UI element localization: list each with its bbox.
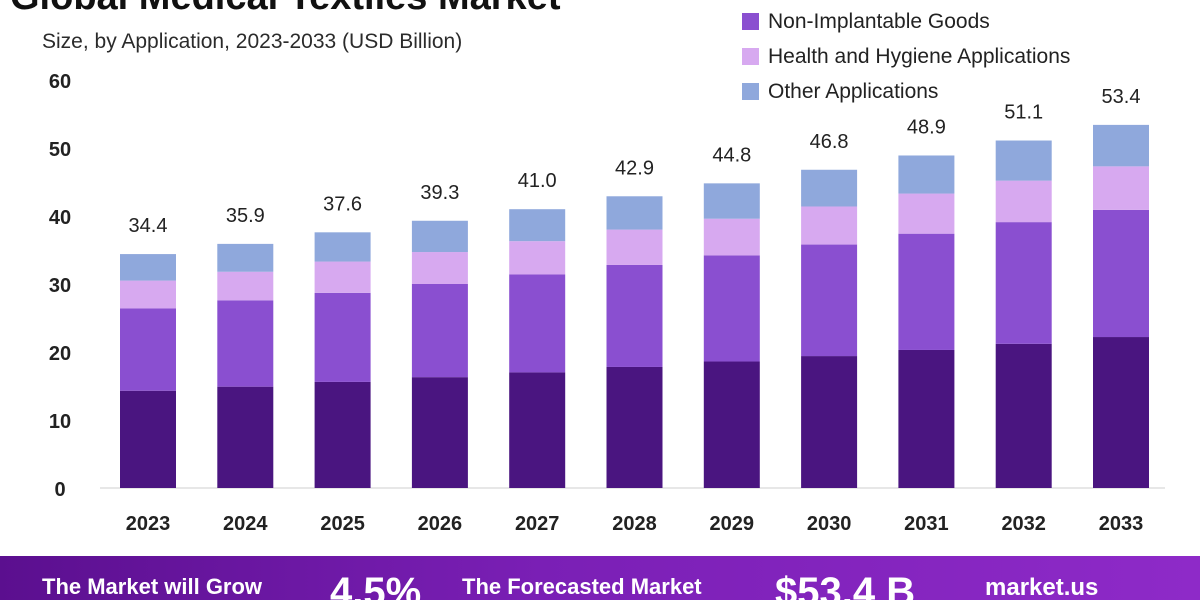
bar-segment-0 (606, 366, 663, 488)
bar-segment-1 (801, 244, 858, 357)
bar-segment-0 (217, 386, 274, 488)
legend-item-health-hygiene: Health and Hygiene Applications (742, 39, 1070, 74)
legend-label: Non-Implantable Goods (768, 9, 990, 33)
bar-segment-3 (509, 209, 566, 242)
bar-segment-3 (314, 232, 371, 262)
bar-segment-3 (1093, 124, 1149, 167)
bar-total-label: 37.6 (323, 193, 362, 215)
legend-item-other: Other Applications (742, 74, 1070, 109)
bar-total-label: 51.1 (1004, 102, 1043, 124)
bar-segment-1 (995, 222, 1052, 344)
bar-segment-1 (217, 300, 274, 387)
bar-total-label: 44.8 (712, 144, 751, 166)
y-tick-label: 0 (54, 479, 65, 501)
legend: Non-Implantable Goods Health and Hygiene… (742, 4, 1070, 109)
bar-segment-3 (120, 254, 176, 281)
bar-segment-0 (314, 381, 371, 488)
bar-segment-2 (217, 271, 274, 301)
x-tick-label: 2023 (126, 513, 171, 535)
legend-label: Other Applications (768, 79, 939, 103)
x-tick-label: 2029 (710, 513, 755, 535)
y-tick-label: 60 (49, 71, 71, 93)
x-tick-label: 2030 (807, 513, 852, 535)
bar-segment-2 (411, 252, 468, 284)
bar-segment-1 (509, 274, 566, 373)
bar-segment-1 (703, 255, 760, 362)
footer-banner: The Market will Grow 4.5% The Forecasted… (0, 556, 1200, 600)
bar-segment-2 (120, 280, 176, 309)
bar-segment-0 (703, 361, 760, 488)
x-tick-label: 2027 (515, 513, 560, 535)
bar-total-label: 41.0 (518, 170, 557, 192)
bar-total-label: 34.4 (129, 215, 168, 237)
bar-segment-1 (411, 284, 468, 378)
bar-total-label: 46.8 (810, 131, 849, 153)
banner-forecast-text: The Forecasted Market (462, 574, 702, 599)
legend-label: Health and Hygiene Applications (768, 44, 1071, 68)
y-tick-label: 40 (49, 207, 71, 229)
bar-segment-2 (509, 241, 566, 275)
bar-chart: 010203040506034.4202335.9202437.6202539.… (49, 71, 1165, 535)
bar-segment-3 (217, 243, 274, 272)
chart-title: Global Medical Textiles Market (10, 0, 560, 19)
bar-total-label: 35.9 (226, 205, 265, 227)
bar-segment-2 (801, 206, 858, 245)
x-tick-label: 2032 (1001, 513, 1046, 535)
bar-segment-0 (411, 377, 468, 488)
y-tick-label: 50 (49, 139, 71, 161)
x-tick-label: 2028 (612, 513, 657, 535)
legend-swatch (742, 13, 759, 30)
bar-segment-3 (606, 196, 663, 230)
bar-segment-2 (898, 193, 955, 234)
x-tick-label: 2026 (418, 513, 463, 535)
bar-segment-3 (411, 220, 468, 253)
bar-segment-1 (120, 308, 176, 391)
legend-item-non-implantable: Non-Implantable Goods (742, 4, 1070, 39)
bar-segment-2 (703, 218, 760, 256)
x-tick-label: 2033 (1099, 513, 1144, 535)
bar-total-label: 48.9 (907, 116, 946, 138)
bar-segment-2 (314, 261, 371, 293)
chart-subtitle: Size, by Application, 2023-2033 (USD Bil… (42, 30, 463, 53)
bar-segment-0 (1093, 337, 1149, 488)
bar-total-label: 39.3 (420, 182, 459, 204)
bar-segment-1 (606, 264, 663, 367)
bar-segment-0 (995, 343, 1052, 488)
bar-segment-0 (509, 372, 566, 488)
bar-segment-0 (120, 390, 176, 488)
bar-segment-1 (314, 292, 371, 382)
x-tick-label: 2025 (320, 513, 365, 535)
bar-segment-1 (898, 233, 955, 350)
y-tick-label: 10 (49, 411, 71, 433)
bar-segment-3 (703, 183, 760, 219)
y-tick-label: 20 (49, 343, 71, 365)
x-tick-label: 2024 (223, 513, 268, 535)
banner-cagr-value: 4.5% (330, 570, 422, 600)
y-tick-label: 30 (49, 275, 71, 297)
bar-segment-3 (995, 140, 1052, 181)
bar-segment-3 (898, 155, 955, 194)
bar-segment-2 (995, 180, 1052, 223)
bar-total-label: 42.9 (615, 157, 654, 179)
legend-swatch (742, 83, 759, 100)
bar-segment-0 (898, 349, 955, 488)
bar-segment-3 (801, 169, 858, 207)
banner-forecast-value: $53.4 B (775, 570, 916, 600)
bar-segment-2 (606, 229, 663, 265)
legend-swatch (742, 48, 759, 65)
bar-segment-2 (1093, 166, 1149, 210)
x-tick-label: 2031 (904, 513, 949, 535)
banner-grow-text: The Market will Grow (42, 574, 263, 599)
banner-brand-logo: market.us (985, 574, 1099, 600)
bar-segment-1 (1093, 209, 1149, 338)
bar-segment-0 (801, 356, 858, 488)
bar-total-label: 53.4 (1102, 86, 1141, 108)
